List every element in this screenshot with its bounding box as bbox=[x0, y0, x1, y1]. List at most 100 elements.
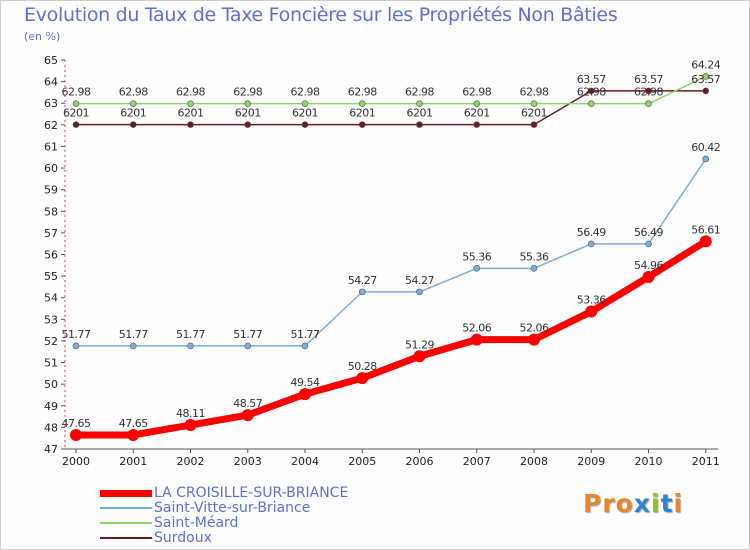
x-tick-label: 2009 bbox=[577, 455, 605, 468]
x-tick-label: 2000 bbox=[62, 455, 90, 468]
data-label-la-croisille-sur-briance: 52.06 bbox=[520, 322, 549, 335]
logo-letter: i bbox=[673, 489, 684, 518]
data-point-la-croisille-sur-briance bbox=[356, 372, 369, 385]
data-label-saint-vitte-sur-briance: 55.36 bbox=[520, 250, 549, 263]
data-point-saint-meard bbox=[473, 100, 481, 107]
data-label-saint-meard: 62.98 bbox=[577, 86, 606, 99]
data-point-saint-vitte-sur-briance bbox=[416, 288, 423, 296]
x-tick-label: 2011 bbox=[692, 455, 720, 468]
x-tick-label: 2002 bbox=[177, 455, 205, 468]
data-point-saint-vitte-sur-briance bbox=[72, 342, 80, 350]
data-point-la-croisille-sur-briance bbox=[699, 235, 712, 248]
data-point-surdoux bbox=[587, 87, 595, 95]
data-point-la-croisille-sur-briance bbox=[528, 333, 540, 346]
data-label-surdoux: 6201 bbox=[464, 107, 490, 120]
series-line-la-croisille-sur-briance bbox=[72, 237, 710, 439]
data-point-saint-vitte-sur-briance bbox=[187, 342, 194, 350]
series-line-surdoux bbox=[75, 90, 707, 126]
data-label-surdoux: 6201 bbox=[407, 107, 433, 120]
logo-letter: i bbox=[651, 489, 661, 518]
x-tick-label: 2001 bbox=[119, 455, 147, 468]
y-tick-label: 56 bbox=[44, 249, 58, 262]
data-label-la-croisille-sur-briance: 56.61 bbox=[691, 223, 720, 236]
data-point-la-croisille-sur-briance bbox=[70, 428, 82, 441]
data-label-saint-vitte-sur-briance: 56.49 bbox=[577, 226, 606, 239]
data-point-saint-meard bbox=[702, 73, 710, 80]
data-label-la-croisille-sur-briance: 51.29 bbox=[405, 338, 434, 351]
data-point-surdoux bbox=[244, 121, 252, 128]
data-label-saint-meard: 62.98 bbox=[462, 86, 491, 99]
data-point-saint-vitte-sur-briance bbox=[530, 265, 538, 272]
x-tick-label: 2010 bbox=[635, 455, 663, 468]
data-labels: 6201 6201 6201 6201 6201 6201 6201 6201 6201 63.5… bbox=[62, 58, 722, 430]
y-tick-label: 59 bbox=[44, 184, 58, 197]
data-label-saint-vitte-sur-briance: 51.77 bbox=[176, 328, 205, 341]
unit-label: (en %) bbox=[24, 30, 61, 43]
data-point-saint-vitte-sur-briance bbox=[301, 342, 309, 350]
data-label-surdoux: 6201 bbox=[178, 107, 204, 120]
x-tick-label: 2007 bbox=[463, 455, 491, 468]
x-tick-label: 2005 bbox=[348, 455, 376, 468]
data-label-la-croisille-sur-briance: 53.36 bbox=[577, 294, 606, 307]
data-point-saint-meard bbox=[416, 100, 423, 107]
legend-swatch bbox=[100, 522, 152, 524]
legend-swatch bbox=[100, 490, 152, 497]
y-tick-label: 55 bbox=[44, 270, 58, 283]
y-tick-label: 64 bbox=[44, 76, 58, 89]
data-label-la-croisille-sur-briance: 49.54 bbox=[291, 376, 320, 389]
data-point-la-croisille-sur-briance bbox=[299, 388, 311, 401]
data-label-la-croisille-sur-briance: 54.96 bbox=[634, 259, 663, 272]
data-label-saint-meard: 62.98 bbox=[348, 86, 377, 99]
data-point-surdoux bbox=[702, 87, 710, 95]
data-label-saint-vitte-sur-briance: 56.49 bbox=[634, 226, 663, 239]
y-tick-label: 51 bbox=[44, 357, 58, 370]
data-point-surdoux bbox=[473, 121, 481, 128]
data-point-surdoux bbox=[187, 121, 194, 128]
y-tick-label: 47 bbox=[44, 443, 58, 456]
y-tick-label: 49 bbox=[44, 400, 58, 413]
x-tick-label: 2008 bbox=[520, 455, 548, 468]
y-tick-label: 61 bbox=[44, 140, 58, 153]
data-label-saint-meard: 62.98 bbox=[62, 86, 91, 99]
data-point-saint-vitte-sur-briance bbox=[587, 240, 595, 248]
x-tick-label: 2003 bbox=[234, 455, 262, 468]
data-label-surdoux: 63.57 bbox=[691, 73, 720, 86]
data-label-surdoux: 6201 bbox=[521, 107, 547, 120]
data-label-saint-vitte-sur-briance: 55.36 bbox=[462, 250, 491, 263]
x-tick-label: 2004 bbox=[291, 455, 319, 468]
data-point-saint-vitte-sur-briance bbox=[645, 240, 652, 248]
y-tick-label: 54 bbox=[44, 292, 58, 305]
y-tick-label: 62 bbox=[44, 119, 58, 132]
data-point-surdoux bbox=[72, 121, 80, 128]
y-tick-label: 63 bbox=[44, 97, 58, 110]
data-label-saint-vitte-sur-briance: 51.77 bbox=[62, 328, 91, 341]
logo-letter: t bbox=[660, 489, 674, 518]
chart-title: Evolution du Taux de Taxe Foncière sur l… bbox=[24, 4, 618, 26]
data-label-surdoux: 6201 bbox=[235, 107, 261, 120]
data-point-surdoux bbox=[129, 121, 137, 128]
data-point-surdoux bbox=[301, 121, 309, 128]
axes: 47 48 49 50 51 52 53 54 55 56 57 58 59 60 61 62 63 64 65 20… bbox=[44, 54, 720, 468]
data-label-saint-meard: 62.98 bbox=[119, 86, 148, 99]
proxiti-logo: Proxiti bbox=[583, 489, 683, 518]
data-label-la-croisille-sur-briance: 48.11 bbox=[176, 407, 205, 420]
data-point-saint-meard bbox=[244, 100, 252, 107]
data-point-saint-vitte-sur-briance bbox=[358, 288, 366, 296]
y-tick-label: 52 bbox=[44, 335, 58, 348]
data-point-surdoux bbox=[530, 121, 538, 128]
data-label-saint-vitte-sur-briance: 60.42 bbox=[691, 141, 720, 154]
data-label-la-croisille-sur-briance: 52.06 bbox=[462, 322, 491, 335]
y-tick-label: 48 bbox=[44, 421, 58, 434]
logo-letter: P bbox=[583, 489, 603, 518]
legend-swatch bbox=[100, 507, 152, 509]
logo-letter: r bbox=[602, 489, 616, 518]
data-label-la-croisille-sur-briance: 47.65 bbox=[119, 417, 148, 430]
data-label-la-croisille-sur-briance: 47.65 bbox=[62, 417, 91, 430]
data-label-saint-vitte-sur-briance: 51.77 bbox=[233, 328, 262, 341]
data-point-saint-vitte-sur-briance bbox=[129, 342, 137, 350]
y-tick-label: 53 bbox=[44, 313, 58, 326]
data-point-saint-meard bbox=[129, 100, 137, 107]
data-label-surdoux: 63.57 bbox=[634, 73, 663, 86]
